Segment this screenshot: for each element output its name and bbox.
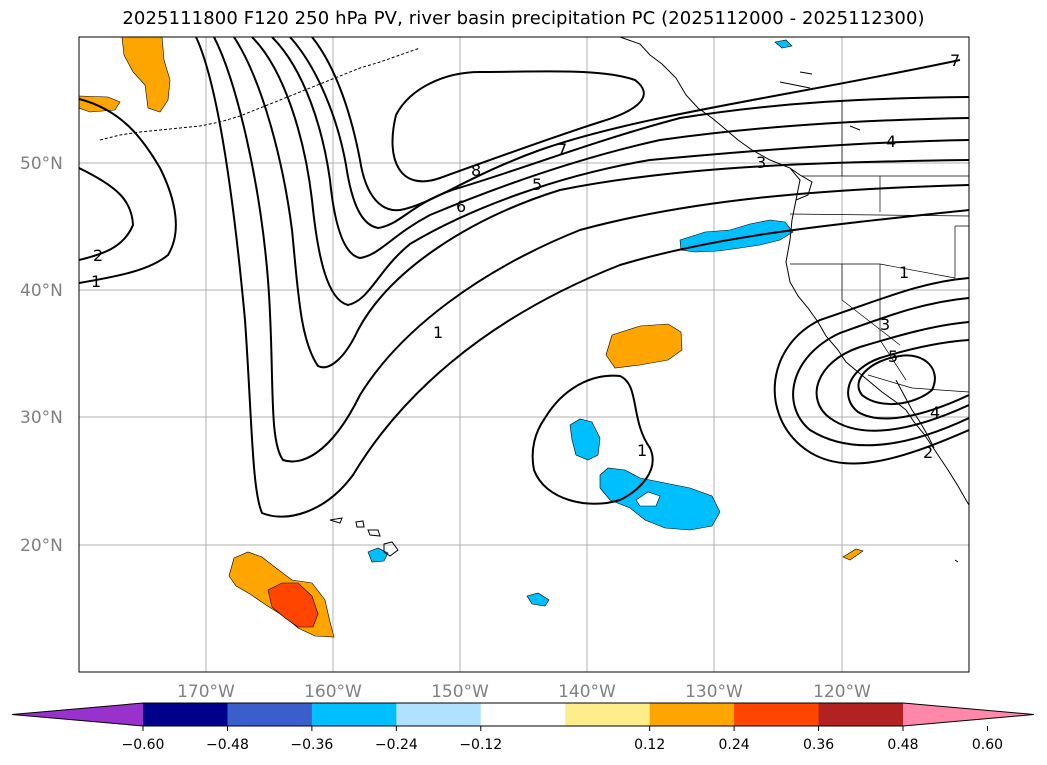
lat-labels: 50°N 40°N 30°N 20°N xyxy=(20,154,63,556)
precip-region xyxy=(267,582,319,628)
pv-contour-1-closed xyxy=(531,374,654,505)
map-background xyxy=(79,37,969,672)
pv-contour-1-east xyxy=(773,277,969,465)
contour-label: 1 xyxy=(899,263,909,282)
lat-label-40n: 40°N xyxy=(20,281,63,301)
vancouver-island xyxy=(789,167,813,201)
precip-region xyxy=(79,95,121,113)
map-frame xyxy=(78,36,970,673)
contour-label: 4 xyxy=(886,132,896,151)
lon-label-170w: 170°W xyxy=(177,682,235,702)
colorbar-tick-label: −0.12 xyxy=(459,737,502,753)
pv-contour-3 xyxy=(233,37,969,369)
hawaiian-islands xyxy=(329,517,399,557)
contour-label: 2 xyxy=(93,246,103,265)
precip-region xyxy=(774,39,793,49)
na-coastline xyxy=(619,37,969,506)
precip-region xyxy=(599,467,721,531)
lat-label-30n: 30°N xyxy=(20,408,63,428)
contour-label: 1 xyxy=(433,323,443,342)
contour-label: 7 xyxy=(557,140,567,159)
colorbar-tick-label: −0.60 xyxy=(122,737,165,753)
pv-contour-5-east xyxy=(857,354,936,406)
lon-label-140w: 140°W xyxy=(558,682,616,702)
colorbar-extend-low xyxy=(12,703,143,726)
pv-contour-2 xyxy=(213,37,969,463)
colorbar-segment xyxy=(734,703,820,726)
precip-region xyxy=(367,547,389,563)
borders xyxy=(789,100,969,393)
precip-region xyxy=(605,323,683,369)
colorbar-segment xyxy=(480,703,566,726)
precip-region xyxy=(121,37,171,113)
colorbar-segment xyxy=(565,703,651,726)
lat-label-20n: 20°N xyxy=(20,536,63,556)
colorbar-segment xyxy=(649,703,735,726)
contour-label: 6 xyxy=(456,197,466,216)
pv-contour-4 xyxy=(251,37,969,307)
contour-label: 4 xyxy=(930,403,940,422)
colorbar-tick-label: 0.60 xyxy=(972,737,1003,753)
lon-label-160w: 160°W xyxy=(304,682,362,702)
contour-label: 3 xyxy=(756,153,766,172)
colorbar-tick-label: −0.48 xyxy=(206,737,249,753)
pv-contour-7 xyxy=(311,37,961,212)
figure-title: 2025111800 F120 250 hPa PV, river basin … xyxy=(122,8,925,29)
coastlines xyxy=(99,37,969,563)
island-dot xyxy=(954,559,959,563)
pv-contour-2-west xyxy=(79,167,135,261)
contour-label: 2 xyxy=(923,443,933,462)
colorbar-segment xyxy=(227,703,313,726)
state-boundaries-sw xyxy=(841,264,907,381)
map-content: 7 2 1 8 7 6 5 4 3 1 1 3 5 4 2 1 xyxy=(79,37,969,672)
colorbar-segment xyxy=(396,703,482,726)
pv-contour-1 xyxy=(195,37,969,518)
pv-contour-1-west xyxy=(79,98,177,284)
colorbar-extend-high xyxy=(903,703,1034,726)
precip-region xyxy=(569,418,601,461)
contour-label: 7 xyxy=(950,51,960,70)
contour-labels: 7 2 1 8 7 6 5 4 3 1 1 3 5 4 2 1 xyxy=(91,51,960,462)
colorbar-segment xyxy=(311,703,397,726)
colorbar: −0.60 −0.48 −0.36 −0.24 −0.12 0.12 0.24 0.36 0.4… xyxy=(11,702,1035,753)
lon-label-120w: 120°W xyxy=(813,682,871,702)
precip-region xyxy=(526,592,550,607)
colorbar-segment xyxy=(818,703,904,726)
contour-label: 3 xyxy=(880,315,890,334)
precip-shading xyxy=(79,37,864,638)
pv-contours xyxy=(79,37,969,518)
lon-labels: 170°W 160°W 150°W 140°W 130°W 120°W xyxy=(177,682,871,702)
us-mexico-border xyxy=(867,374,969,393)
arctic-coast xyxy=(779,71,861,131)
lon-label-130w: 130°W xyxy=(685,682,743,702)
baja-peninsula xyxy=(895,379,935,449)
contour-label: 8 xyxy=(471,161,481,180)
colorbar-tick-label: 0.36 xyxy=(803,737,834,753)
colorbar-segment xyxy=(143,703,228,726)
pv-contour-8 xyxy=(391,70,645,183)
contour-label: 5 xyxy=(888,347,898,366)
lon-label-150w: 150°W xyxy=(431,682,489,702)
colorbar-tick-label: 0.12 xyxy=(634,737,665,753)
colorbar-tick-label: −0.36 xyxy=(290,737,333,753)
pv-contour-5 xyxy=(271,37,969,260)
pv-contour-4-east xyxy=(847,339,969,420)
precip-region xyxy=(842,548,864,561)
precip-hole xyxy=(635,491,661,507)
colorbar-tick-label: 0.48 xyxy=(887,737,918,753)
contour-label: 1 xyxy=(637,441,647,460)
contour-label: 5 xyxy=(532,175,542,194)
colorbar-tick-label: 0.24 xyxy=(719,737,750,753)
contour-label: 1 xyxy=(91,272,101,291)
colorbar-tick-label: −0.24 xyxy=(375,737,418,753)
state-boundary xyxy=(954,225,969,278)
pv-contour-2-east xyxy=(792,297,969,447)
pv-contour-3-east xyxy=(815,321,969,432)
lat-label-50n: 50°N xyxy=(20,154,63,174)
